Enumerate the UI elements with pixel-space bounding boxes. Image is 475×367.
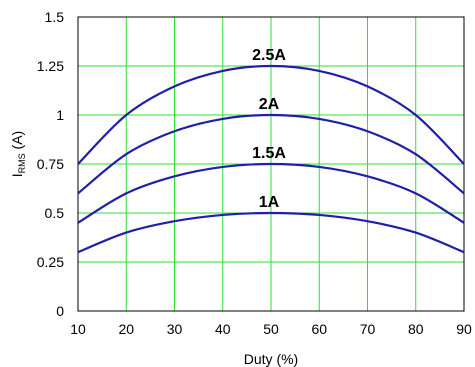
series-line [77,113,465,195]
y-tick-label: 0.5 [45,205,65,221]
series-label: 1A [259,194,280,211]
y-tick-label: 1 [56,107,64,123]
x-axis-label: Duty (%) [244,351,298,367]
series [77,64,465,254]
y-tick-label: 1.5 [45,9,65,25]
x-tick-label: 40 [215,321,231,337]
series-line [77,64,465,165]
y-tick-label: 0.25 [37,254,64,270]
x-tick-label: 20 [118,321,134,337]
series-label: 1.5A [252,145,286,162]
x-tick-label: 90 [456,321,472,337]
y-axis-label-unit: (A) [9,131,25,154]
y-axis-label-main: I [9,173,25,177]
x-tick-label: 30 [167,321,183,337]
x-axis: 10 20 30 40 50 60 70 80 90 [70,321,472,337]
y-axis-label: IRMS (A) [9,131,27,177]
y-axis: 0 0.25 0.5 0.75 1 1.25 1.5 [37,9,64,319]
x-tick-label: 10 [70,321,86,337]
y-axis-label-sub: RMS [17,153,27,173]
series-line [77,162,465,224]
x-tick-label: 60 [311,321,327,337]
series-line [77,211,465,254]
series-label: 2A [259,96,280,113]
series-label: 2.5A [252,47,286,64]
y-tick-label: 0 [56,303,64,319]
x-tick-label: 80 [408,321,424,337]
series-labels: 1A 1.5A 2A 2.5A [252,47,286,211]
x-tick-label: 50 [263,321,279,337]
y-tick-label: 0.75 [37,156,64,172]
x-tick-label: 70 [360,321,376,337]
y-tick-label: 1.25 [37,58,64,74]
